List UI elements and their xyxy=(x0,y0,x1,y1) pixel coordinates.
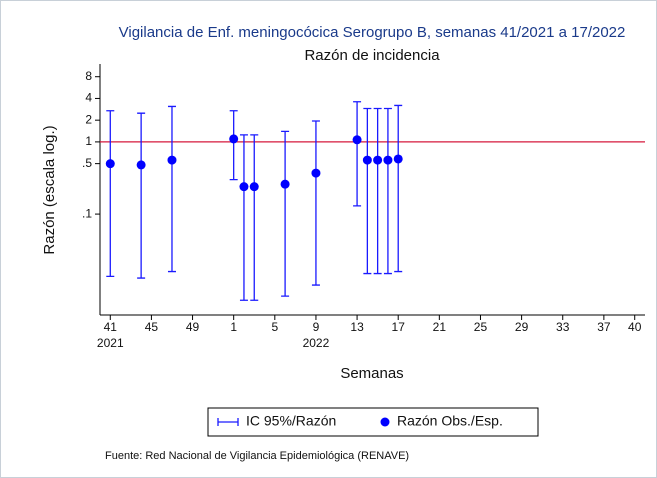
x-tick-label: 25 xyxy=(474,320,488,334)
point xyxy=(352,135,362,145)
x-tick-label: 1 xyxy=(230,320,237,334)
y-tick-label: 2 xyxy=(85,112,92,126)
y-tick-label: 1 xyxy=(85,134,92,148)
point xyxy=(393,154,403,164)
legend-point-key xyxy=(380,417,390,427)
x-tick-label: 5 xyxy=(271,320,278,334)
x-tick-label: 41 xyxy=(104,320,118,334)
error-bar xyxy=(167,105,176,273)
legend-errorbar-key xyxy=(217,418,239,426)
point xyxy=(362,155,372,165)
x-tick-label: 17 xyxy=(392,320,406,334)
point xyxy=(311,168,321,178)
x-year-label: 2022 xyxy=(303,336,330,350)
x-tick-label: 40 xyxy=(628,320,642,334)
point xyxy=(105,159,115,169)
x-year-label: 2021 xyxy=(97,336,124,350)
chart-title: Vigilancia de Enf. meningocócica Serogru… xyxy=(119,24,626,41)
legend-label: IC 95%/Razón xyxy=(246,413,336,429)
source-note: Fuente: Red Nacional de Vigilancia Epide… xyxy=(105,450,409,462)
x-tick-label: 13 xyxy=(350,320,364,334)
point xyxy=(167,155,177,165)
y-tick-label: .5 xyxy=(82,156,92,170)
x-axis-label: Semanas xyxy=(340,365,403,382)
y-tick-label: 4 xyxy=(85,91,92,105)
y-tick-label: 8 xyxy=(85,69,92,83)
x-tick-label: 29 xyxy=(515,320,529,334)
error-bar xyxy=(383,107,392,275)
error-bar xyxy=(353,101,362,207)
point xyxy=(280,179,290,189)
error-bar xyxy=(394,104,403,273)
error-bar xyxy=(250,134,259,301)
error-bar xyxy=(363,107,372,275)
legend-label: Razón Obs./Esp. xyxy=(397,413,503,429)
error-bar xyxy=(311,120,320,286)
error-bar xyxy=(239,134,248,301)
point xyxy=(136,160,146,170)
x-tick-label: 33 xyxy=(556,320,570,334)
x-tick-label: 49 xyxy=(186,320,200,334)
y-tick-label: .1 xyxy=(82,206,92,220)
chart-subtitle: Razón de incidencia xyxy=(304,47,440,64)
point xyxy=(249,182,259,192)
point xyxy=(229,134,239,144)
error-bar xyxy=(373,107,382,275)
error-bar xyxy=(229,110,238,181)
x-tick-label: 9 xyxy=(313,320,320,334)
point xyxy=(373,155,383,165)
x-tick-label: 21 xyxy=(433,320,447,334)
x-tick-label: 37 xyxy=(597,320,611,334)
point xyxy=(383,155,393,165)
error-bar xyxy=(137,112,146,279)
error-bar xyxy=(281,130,290,297)
y-axis-label: Razón (escala log.) xyxy=(41,125,58,254)
legend-box xyxy=(207,407,539,437)
point xyxy=(239,182,249,192)
error-bar xyxy=(106,110,115,278)
x-tick-label: 45 xyxy=(145,320,159,334)
